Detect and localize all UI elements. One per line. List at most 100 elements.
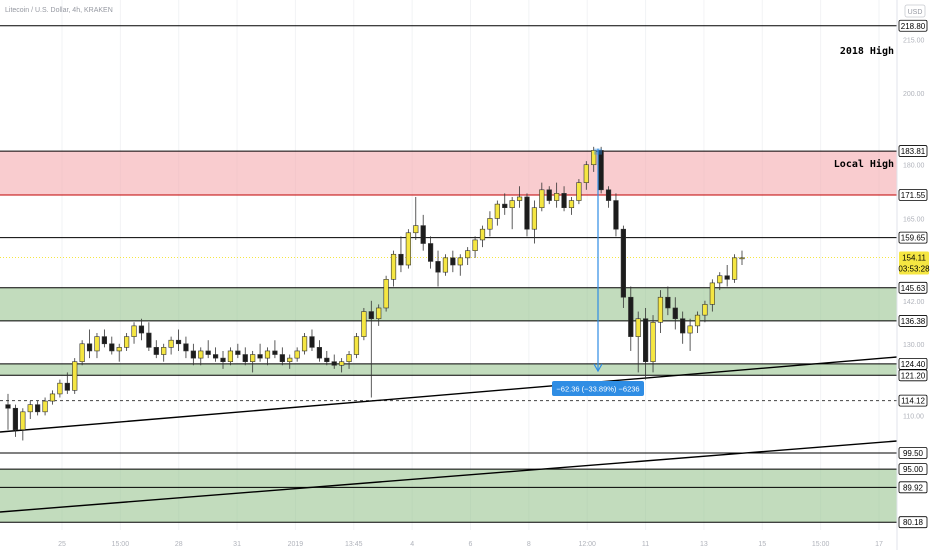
candle[interactable] [613, 193, 619, 237]
candle[interactable] [717, 272, 723, 291]
candle[interactable] [109, 336, 115, 355]
candle[interactable] [72, 358, 78, 394]
candle[interactable] [146, 322, 152, 351]
candle[interactable] [309, 329, 315, 351]
candle[interactable] [450, 250, 456, 273]
candle[interactable] [739, 250, 745, 265]
candle[interactable] [79, 340, 85, 366]
candle[interactable] [457, 254, 463, 276]
candle[interactable] [680, 311, 686, 344]
candle[interactable] [390, 250, 397, 287]
candle[interactable] [361, 307, 367, 341]
candle[interactable] [101, 329, 107, 348]
candle[interactable] [576, 179, 582, 205]
candle[interactable] [324, 350, 330, 366]
trend-line-support-upper[interactable] [0, 356, 898, 433]
candle[interactable] [643, 307, 649, 380]
candle[interactable] [168, 336, 174, 355]
candle[interactable] [49, 390, 56, 405]
candle[interactable] [494, 200, 500, 226]
currency-badge[interactable]: USD [904, 4, 926, 18]
candle[interactable] [687, 318, 693, 351]
candle[interactable] [212, 347, 219, 362]
candle[interactable] [650, 315, 656, 373]
candle[interactable] [331, 354, 337, 369]
candle[interactable] [220, 350, 226, 369]
candle[interactable] [279, 347, 285, 366]
candle[interactable] [376, 304, 382, 326]
candle[interactable] [301, 333, 308, 355]
candle[interactable] [502, 193, 508, 215]
candle[interactable] [383, 275, 389, 312]
candle[interactable] [568, 196, 575, 215]
price-zone[interactable] [0, 469, 897, 523]
candle[interactable] [509, 196, 515, 230]
candle[interactable] [64, 372, 70, 394]
candle[interactable] [479, 225, 486, 248]
candle[interactable] [731, 254, 738, 283]
candle[interactable] [428, 236, 434, 269]
candle[interactable] [539, 182, 545, 212]
candle[interactable] [620, 225, 626, 308]
candle[interactable] [339, 358, 345, 373]
price-zone[interactable] [0, 287, 897, 321]
candle[interactable] [94, 333, 100, 359]
candle[interactable] [702, 300, 708, 323]
candle[interactable] [86, 329, 93, 359]
trend-line-support-lower[interactable] [0, 440, 898, 513]
candle[interactable] [605, 186, 612, 208]
candle[interactable] [35, 401, 41, 416]
candle[interactable] [235, 343, 241, 359]
candle[interactable] [672, 297, 678, 330]
candle[interactable] [472, 236, 478, 258]
candle[interactable] [250, 350, 256, 373]
candle[interactable] [546, 186, 552, 205]
candle[interactable] [124, 333, 130, 351]
candle[interactable] [465, 247, 471, 265]
candle[interactable] [442, 254, 449, 276]
candle[interactable] [287, 354, 293, 369]
candle[interactable] [368, 300, 374, 398]
candle[interactable] [138, 318, 145, 341]
candle[interactable] [657, 290, 664, 334]
candle[interactable] [198, 347, 204, 366]
candle[interactable] [598, 146, 604, 194]
candle[interactable] [531, 200, 538, 244]
candle[interactable] [12, 404, 19, 437]
candle[interactable] [175, 329, 182, 351]
candle[interactable] [487, 211, 493, 237]
candle[interactable] [294, 347, 300, 362]
candle[interactable] [516, 186, 523, 208]
candle[interactable] [635, 311, 641, 373]
candle[interactable] [583, 161, 589, 190]
candle[interactable] [20, 408, 26, 441]
candle[interactable] [27, 401, 33, 419]
candle[interactable] [116, 343, 122, 362]
candle[interactable] [42, 397, 48, 416]
candle[interactable] [628, 286, 634, 351]
candle[interactable] [5, 393, 11, 430]
candle[interactable] [694, 311, 701, 334]
candle[interactable] [665, 286, 671, 316]
candle[interactable] [724, 265, 730, 287]
candle[interactable] [205, 340, 211, 359]
candle[interactable] [242, 347, 248, 366]
time-axis[interactable]: 25 15:00 28 31 2019 13:45 4 6 8 12:00 11 13 15 15:00 1… [58, 541, 883, 548]
candle[interactable] [413, 196, 419, 240]
candle[interactable] [272, 340, 278, 359]
candle[interactable] [316, 340, 322, 362]
candle[interactable] [264, 347, 271, 366]
candle[interactable] [353, 333, 360, 359]
price-zone[interactable] [0, 363, 897, 376]
candle[interactable] [131, 322, 137, 344]
candle[interactable] [591, 146, 597, 172]
candle[interactable] [398, 236, 404, 273]
price-zone[interactable] [0, 151, 897, 195]
candle[interactable] [561, 186, 567, 212]
candle[interactable] [420, 214, 426, 251]
candle[interactable] [57, 379, 63, 398]
candle[interactable] [161, 343, 167, 362]
measure-tool[interactable]: −62.36 (−33.89%) −6236 [552, 148, 644, 396]
price-axis[interactable]: 215.00 200.00 180.00 165.00 142.00 130.00 110.… [903, 37, 925, 420]
candle[interactable] [346, 350, 352, 369]
